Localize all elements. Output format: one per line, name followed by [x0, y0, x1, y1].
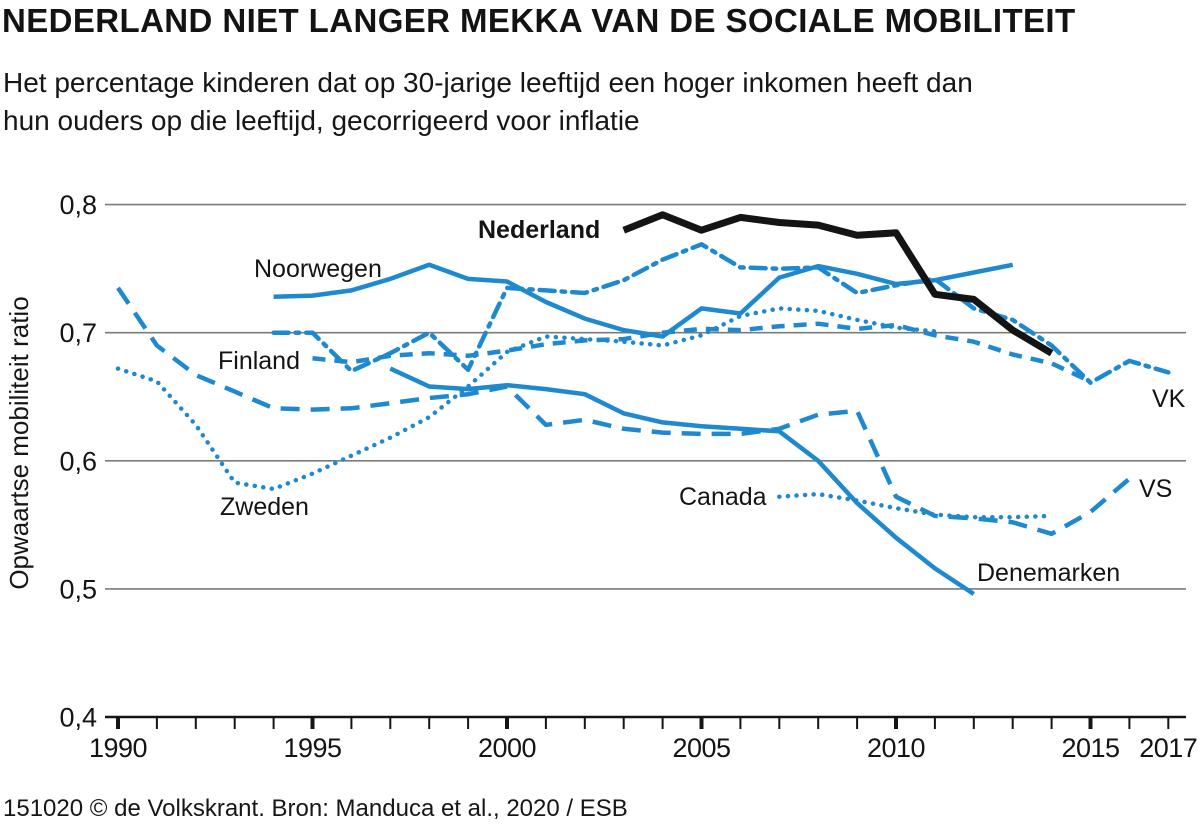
series-label-finland: Finland — [218, 347, 300, 375]
subtitle-line-1: Het percentage kinderen dat op 30-jarige… — [3, 67, 973, 98]
line-nederland — [622, 211, 1054, 357]
series-label-noorwegen: Noorwegen — [254, 255, 382, 283]
source-credit: 151020 © de Volkskrant. Bron: Manduca et… — [3, 795, 628, 822]
page-title: NEDERLAND NIET LANGER MEKKA VAN DE SOCIA… — [2, 2, 1076, 39]
line-vs — [116, 286, 1131, 537]
page-subtitle: Het percentage kinderen dat op 30-jarige… — [3, 64, 1163, 140]
series-labels: VS Zweden Canada Denemarken Finland VK Noorweg… — [218, 216, 1186, 587]
x-tick-label: 2005 — [672, 733, 730, 763]
series-label-denemarken: Denemarken — [977, 559, 1120, 587]
line-vk — [271, 242, 1171, 385]
x-tick-label: 2010 — [867, 733, 925, 763]
x-tick-label: 2015 — [1061, 733, 1119, 763]
line-canada — [777, 491, 1054, 520]
series-label-vk: VK — [1152, 385, 1186, 413]
x-tick-label: 2000 — [478, 733, 536, 763]
y-tick-label: 0,8 — [59, 190, 97, 220]
y-tick-label: 0,4 — [59, 703, 97, 733]
x-tick-label: 1995 — [283, 733, 341, 763]
x-tick-label: 1990 — [89, 733, 147, 763]
y-tick-label: 0,7 — [59, 318, 97, 348]
data-series-lines — [115, 211, 1171, 596]
series-label-zweden: Zweden — [220, 493, 309, 521]
x-tick-label: 2017 — [1139, 733, 1197, 763]
line-denemarken — [389, 366, 976, 596]
series-label-nederland: Nederland — [478, 216, 600, 244]
series-label-vs: VS — [1139, 475, 1172, 503]
y-tick-label: 0,6 — [59, 446, 97, 476]
y-tick-label: 0,5 — [59, 574, 97, 604]
line-zweden — [115, 306, 938, 492]
axis-ticks — [116, 716, 1170, 729]
line-noorwegen — [273, 262, 1014, 339]
subtitle-line-2: hun ouders op die leeftijd, gecorrigeerd… — [3, 105, 640, 136]
y-axis-title: Opwaartse mobiliteit ratio — [4, 296, 34, 589]
series-label-canada: Canada — [679, 483, 767, 511]
